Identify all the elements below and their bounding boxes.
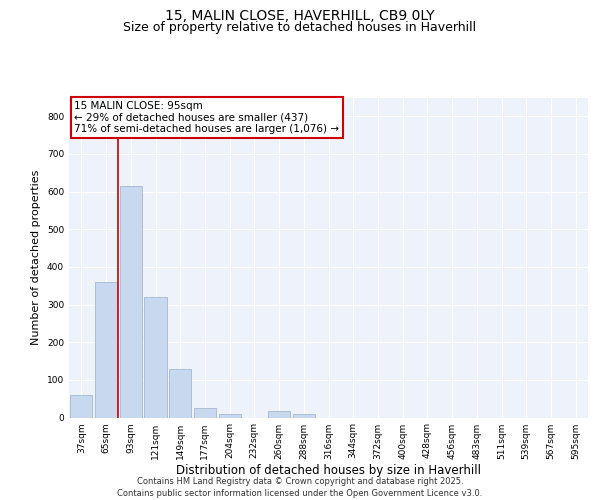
Text: Contains HM Land Registry data © Crown copyright and database right 2025.
Contai: Contains HM Land Registry data © Crown c… <box>118 476 482 498</box>
Bar <box>119 186 142 418</box>
Bar <box>70 395 92 417</box>
X-axis label: Distribution of detached houses by size in Haverhill: Distribution of detached houses by size … <box>176 464 481 477</box>
Bar <box>268 410 290 418</box>
Bar <box>293 414 315 418</box>
Text: 15 MALIN CLOSE: 95sqm
← 29% of detached houses are smaller (437)
71% of semi-det: 15 MALIN CLOSE: 95sqm ← 29% of detached … <box>74 100 339 134</box>
Text: 15, MALIN CLOSE, HAVERHILL, CB9 0LY: 15, MALIN CLOSE, HAVERHILL, CB9 0LY <box>165 9 435 23</box>
Bar <box>218 414 241 418</box>
Bar <box>95 282 117 418</box>
Bar <box>169 368 191 418</box>
Text: Size of property relative to detached houses in Haverhill: Size of property relative to detached ho… <box>124 21 476 34</box>
Bar <box>194 408 216 418</box>
Y-axis label: Number of detached properties: Number of detached properties <box>31 170 41 345</box>
Bar <box>145 297 167 418</box>
